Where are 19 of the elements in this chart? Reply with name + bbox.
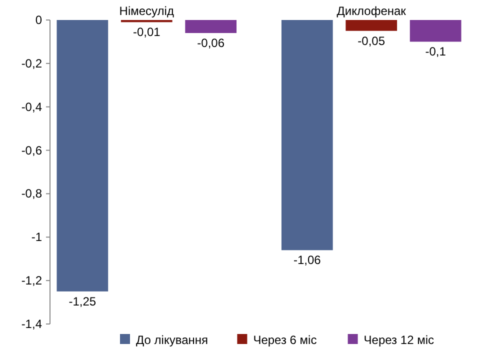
data-label: -1,06 — [293, 253, 322, 268]
data-label: -0,1 — [425, 44, 446, 59]
data-label: -0,05 — [358, 34, 386, 48]
legend-label: До лікування — [136, 333, 208, 347]
y-tick-label: -1,4 — [21, 317, 42, 331]
y-tick-label: -0,6 — [21, 143, 42, 158]
y-tick-label: -0,4 — [21, 100, 42, 114]
y-tick-label: -1,2 — [21, 274, 42, 288]
y-tick-label: -0,8 — [21, 186, 42, 201]
data-label: -1,25 — [68, 294, 96, 308]
legend-label: Через 12 міс — [364, 333, 434, 347]
y-tick-label: -1 — [31, 230, 42, 244]
y-tick-label: 0 — [35, 13, 42, 27]
y-tick-label: -0,2 — [21, 56, 42, 70]
x-tick-label: Диклофенак — [336, 4, 407, 18]
x-tick-label: Німесулід — [119, 4, 174, 18]
data-label: -0,01 — [132, 25, 161, 40]
data-label: -0,06 — [197, 36, 225, 50]
legend-label: Через 6 міс — [253, 333, 317, 347]
